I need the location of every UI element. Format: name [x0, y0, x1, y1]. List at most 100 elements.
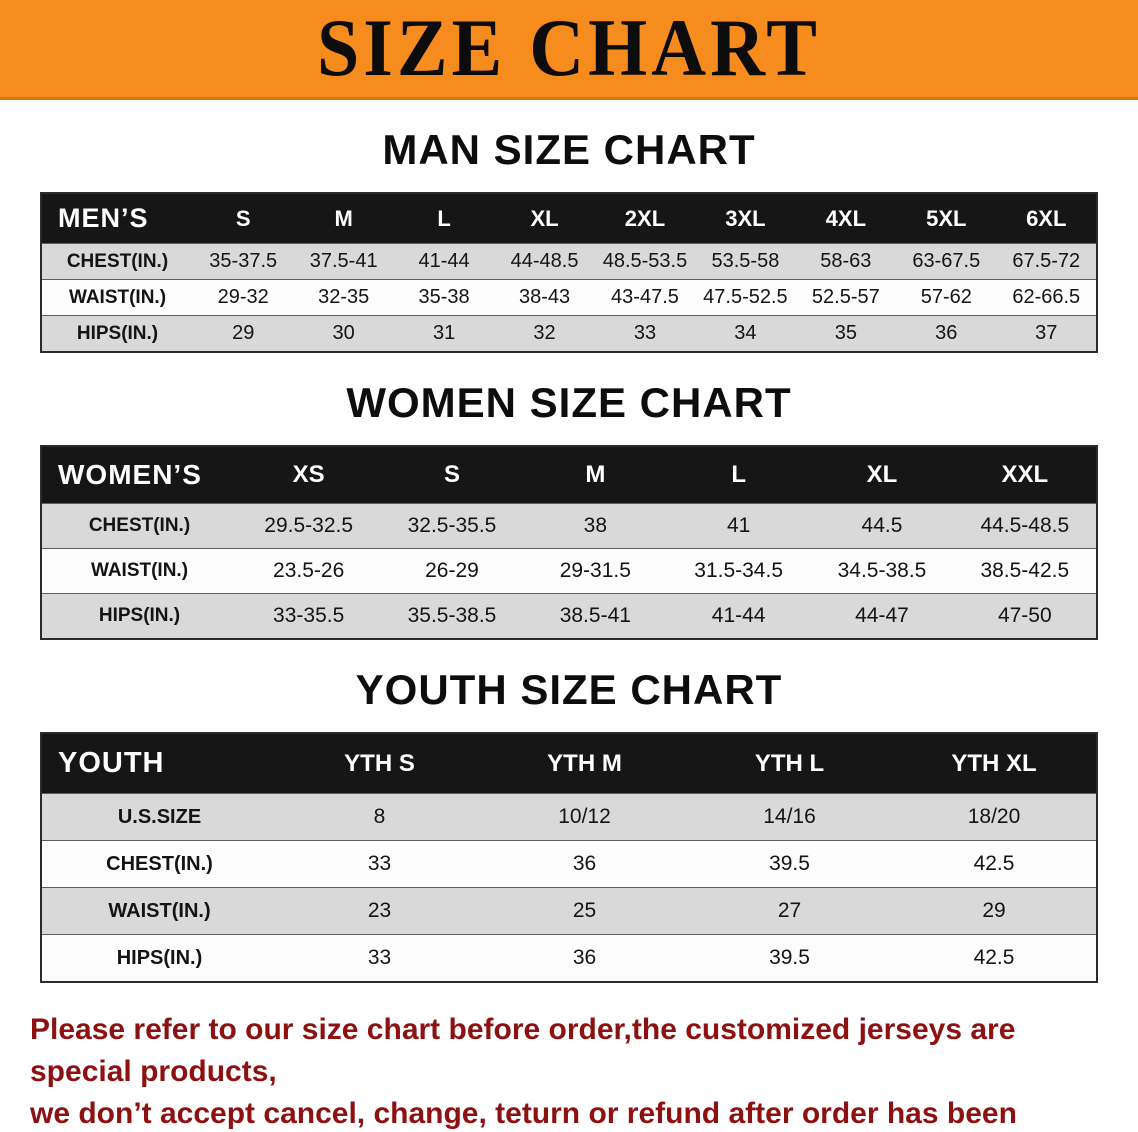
cell: 29.5-32.5 — [237, 503, 381, 549]
cell: 23.5-26 — [237, 548, 381, 594]
cell: 33 — [594, 315, 696, 352]
cell: 29 — [892, 887, 1097, 935]
cell: 32.5-35.5 — [380, 503, 524, 549]
cell: 25 — [482, 887, 687, 935]
table-row: WAIST(IN.) 23.5-26 26-29 29-31.5 31.5-34… — [41, 548, 1097, 594]
row-label: HIPS(IN.) — [41, 593, 237, 639]
youth-header-row: YOUTH YTH S YTH M YTH L YTH XL — [41, 733, 1097, 794]
cell: 36 — [482, 840, 687, 888]
column-header: YTH L — [754, 749, 825, 777]
cell: 38.5-41 — [523, 593, 667, 639]
row-label: U.S.SIZE — [41, 793, 277, 841]
table-row: CHEST(IN.) 35-37.5 37.5-41 41-44 44-48.5… — [41, 243, 1097, 280]
men-header-row: MEN’S S M L XL 2XL 3XL 4XL 5XL 6XL — [41, 193, 1097, 244]
cell: 29 — [193, 315, 294, 352]
cell: 27 — [687, 887, 892, 935]
cell: 35.5-38.5 — [380, 593, 524, 639]
women-header-row: WOMEN’S XS S M L XL XXL — [41, 446, 1097, 504]
cell: 48.5-53.5 — [594, 243, 696, 280]
column-header: 3XL — [725, 205, 766, 231]
table-row: WAIST(IN.) 23 25 27 29 — [41, 887, 1097, 935]
column-header: 5XL — [926, 205, 967, 231]
cell: 44-48.5 — [494, 243, 595, 280]
page-title: SIZE CHART — [316, 2, 821, 94]
cell: 32 — [494, 315, 595, 352]
men-section-heading: MAN SIZE CHART — [382, 126, 756, 173]
row-label: WAIST(IN.) — [41, 887, 277, 935]
cell: 67.5-72 — [996, 243, 1097, 280]
women-table-title: WOMEN’S — [58, 459, 202, 490]
table-row: CHEST(IN.) 33 36 39.5 42.5 — [41, 840, 1097, 888]
column-header: YTH XL — [951, 749, 1037, 777]
cell: 30 — [293, 315, 394, 352]
cell: 34 — [695, 315, 796, 352]
cell: 38 — [523, 503, 667, 549]
cell: 37 — [996, 315, 1097, 352]
table-row: CHEST(IN.) 29.5-32.5 32.5-35.5 38 41 44.… — [41, 503, 1097, 549]
disclaimer-line-2: we don’t accept cancel, change, teturn o… — [30, 1097, 1017, 1130]
cell: 35-38 — [393, 279, 495, 316]
column-header: M — [334, 205, 353, 231]
cell: 29-31.5 — [523, 548, 667, 594]
banner: SIZE CHART — [0, 0, 1138, 100]
column-header: L — [731, 461, 746, 488]
column-header: S — [443, 461, 460, 488]
cell: 31.5-34.5 — [666, 548, 811, 594]
cell: 52.5-57 — [795, 279, 897, 316]
cell: 35-37.5 — [193, 243, 294, 280]
cell: 41-44 — [666, 593, 811, 639]
column-header: YTH M — [547, 749, 622, 777]
row-label: CHEST(IN.) — [41, 243, 193, 280]
cell: 8 — [277, 793, 482, 841]
cell: 36 — [896, 315, 997, 352]
cell: 47.5-52.5 — [695, 279, 796, 316]
table-row: U.S.SIZE 8 10/12 14/16 18/20 — [41, 793, 1097, 841]
cell: 53.5-58 — [695, 243, 796, 280]
cell: 39.5 — [687, 934, 892, 982]
column-header: XL — [530, 205, 559, 231]
column-header: XXL — [1001, 461, 1049, 488]
women-size-table: WOMEN’S XS S M L XL XXL CHEST(IN.) 29.5-… — [40, 445, 1098, 640]
cell: 38.5-42.5 — [953, 548, 1097, 594]
cell: 31 — [393, 315, 495, 352]
cell: 63-67.5 — [896, 243, 997, 280]
table-row: HIPS(IN.) 29 30 31 32 33 34 35 36 37 — [41, 315, 1097, 352]
youth-size-table: YOUTH YTH S YTH M YTH L YTH XL U.S.SIZE … — [40, 732, 1098, 983]
table-row: HIPS(IN.) 33 36 39.5 42.5 — [41, 934, 1097, 982]
women-section-heading: WOMEN SIZE CHART — [346, 379, 792, 426]
row-label: CHEST(IN.) — [41, 840, 277, 888]
disclaimer-note: Please refer to our size chart before or… — [30, 1009, 1108, 1132]
cell: 32-35 — [293, 279, 394, 316]
row-label: HIPS(IN.) — [41, 315, 193, 352]
cell: 36 — [482, 934, 687, 982]
cell: 44.5-48.5 — [953, 503, 1097, 549]
column-header: L — [437, 205, 451, 231]
cell: 43-47.5 — [594, 279, 696, 316]
cell: 41 — [666, 503, 811, 549]
cell: 10/12 — [482, 793, 687, 841]
cell: 18/20 — [892, 793, 1097, 841]
men-table-title: MEN’S — [58, 203, 149, 233]
cell: 26-29 — [380, 548, 524, 594]
column-header: 6XL — [1026, 205, 1067, 231]
cell: 58-63 — [795, 243, 897, 280]
cell: 14/16 — [687, 793, 892, 841]
column-header: XL — [866, 461, 898, 488]
column-header: M — [585, 461, 606, 488]
table-row: HIPS(IN.) 33-35.5 35.5-38.5 38.5-41 41-4… — [41, 593, 1097, 639]
cell: 34.5-38.5 — [810, 548, 954, 594]
cell: 44.5 — [810, 503, 954, 549]
cell: 47-50 — [953, 593, 1097, 639]
cell: 33-35.5 — [237, 593, 381, 639]
column-header: S — [235, 205, 251, 231]
row-label: WAIST(IN.) — [41, 279, 193, 316]
youth-section-heading: YOUTH SIZE CHART — [355, 666, 783, 713]
table-row: WAIST(IN.) 29-32 32-35 35-38 38-43 43-47… — [41, 279, 1097, 316]
cell: 39.5 — [687, 840, 892, 888]
youth-table-title: YOUTH — [58, 747, 165, 779]
cell: 42.5 — [892, 840, 1097, 888]
cell: 38-43 — [494, 279, 595, 316]
column-header: YTH S — [344, 749, 415, 777]
row-label: HIPS(IN.) — [41, 934, 277, 982]
